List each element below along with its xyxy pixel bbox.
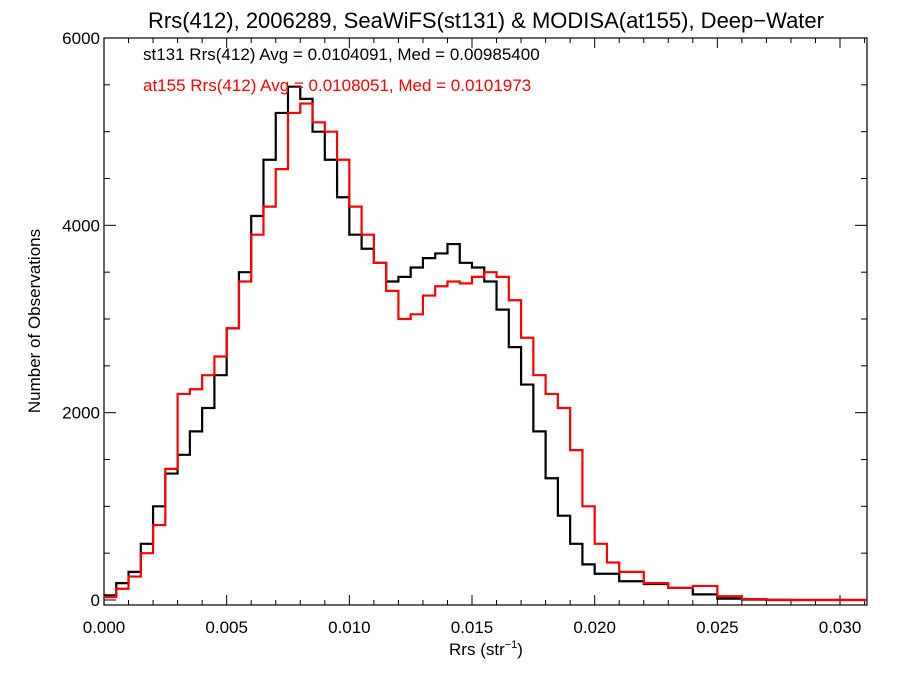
y-tick-label: 2000 [62, 404, 100, 423]
x-tick-label: 0.015 [451, 618, 494, 637]
plot-frame [103, 37, 868, 606]
chart-title: Rrs(412), 2006289, SeaWiFS(st131) & MODI… [148, 8, 824, 33]
series-layer [104, 85, 867, 602]
x-axis-label: Rrs (str−1) [449, 639, 523, 659]
x-tick-label: 0.010 [328, 618, 371, 637]
x-tick-label: 0.020 [573, 618, 616, 637]
x-tick-label: 0.025 [696, 618, 739, 637]
x-axis: 0.000 0.005 0.010 0.015 0.020 0.025 0.030 [83, 38, 866, 637]
x-tick-label: 0.030 [819, 618, 862, 637]
y-axis: 0 2000 4000 6000 [62, 29, 867, 610]
y-tick-label: 4000 [62, 216, 100, 235]
y-tick-label: 0 [91, 591, 100, 610]
y-tick-label: 6000 [62, 29, 100, 48]
series-line-1 [104, 102, 867, 602]
x-tick-label: 0.005 [205, 618, 248, 637]
series-line-0 [104, 85, 867, 602]
legend-entry-st131: st131 Rrs(412) Avg = 0.0104091, Med = 0.… [143, 45, 540, 64]
y-axis-label: Number of Observations [25, 229, 44, 413]
legend-entry-at155: at155 Rrs(412) Avg = 0.0108051, Med = 0.… [143, 76, 531, 95]
x-tick-label: 0.000 [83, 618, 126, 637]
